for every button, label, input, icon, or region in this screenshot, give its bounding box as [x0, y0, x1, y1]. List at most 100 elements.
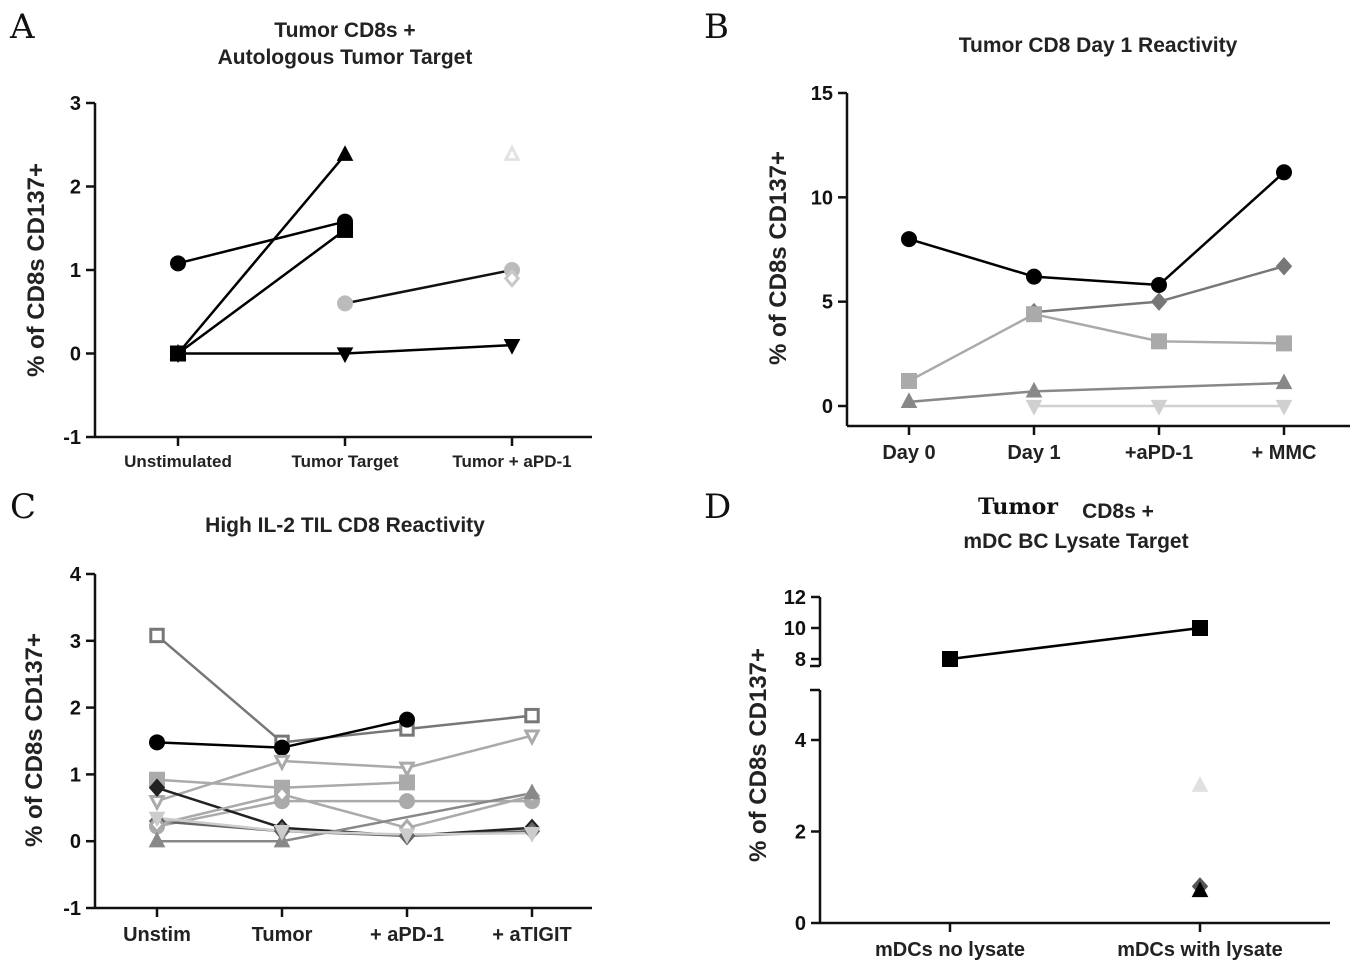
- chart-d-y-upper-tick-label-3: 12: [784, 587, 806, 609]
- chart-c-series-6-point-1: [148, 778, 166, 798]
- chart-b-axes: 0 5 10 15 Day 0 Day 1 +aPD-1 + MMC: [811, 83, 1350, 464]
- chart-c-series-3-point-2: [273, 754, 291, 772]
- chart-d-y-lower-tick-label-3: 4: [795, 730, 807, 752]
- chart-b-series-3-point-3: [1151, 333, 1167, 350]
- chart-c-title: High IL-2 TIL CD8 Reactivity: [205, 514, 485, 537]
- chart-c-y-tick-label-3: 1: [70, 764, 81, 786]
- chart-a-series-6-point-3: [503, 268, 521, 288]
- chart-b-series-2-point-3: [1150, 292, 1168, 311]
- panel-letter-c: C: [10, 487, 36, 527]
- chart-c-series-8-point-2: [273, 784, 291, 804]
- chart-c-y-tick-label-5: 3: [70, 631, 81, 653]
- chart-d-plot-area: [942, 620, 1209, 898]
- chart-c-y-tick-label-6: 4: [70, 564, 82, 586]
- chart-a-series-3-line: [177, 228, 346, 355]
- chart-a-title-line-1: Tumor CD8s +: [274, 19, 415, 42]
- chart-c-series-3-point-3: [398, 761, 416, 779]
- chart-b-series-2-point-4: [1275, 256, 1293, 276]
- chart-c-series-1-point-4: [524, 707, 540, 724]
- chart-a-series-2-line: [177, 153, 346, 355]
- chart-b-series-3-point-1: [901, 372, 917, 389]
- chart-d-y-lower-tick-label-2: 2: [795, 822, 806, 844]
- chart-b-series-1-point-2: [1026, 268, 1042, 285]
- chart-b-series-3-point-4: [1276, 335, 1292, 352]
- chart-a-title-line-2: Autologous Tumor Target: [218, 46, 473, 69]
- chart-panel-b: Tumor CD8 Day 1 Reactivity % of CD8s CD1…: [765, 34, 1350, 464]
- chart-a-series-3-point-2: [337, 221, 353, 238]
- chart-b-series-1-point-1: [901, 231, 917, 248]
- chart-b-y-tick-label-1: 0: [822, 396, 833, 418]
- chart-b-x-tick-label-3: +aPD-1: [1125, 442, 1193, 464]
- chart-d-series-4-point-2: [1191, 881, 1209, 898]
- chart-d-axes: 8 10 12 0 2 4 mDCs no lysate mDCs with lysate: [784, 587, 1330, 961]
- chart-a-series-7-point-3: [503, 144, 521, 161]
- chart-b-title: Tumor CD8 Day 1 Reactivity: [959, 34, 1238, 57]
- chart-a-series-4-point-2: [336, 347, 354, 364]
- chart-c-series-8-line: [156, 793, 533, 830]
- chart-c-x-tick-label-1: Unstim: [123, 924, 191, 946]
- chart-a-y-tick-label-4: 2: [70, 177, 81, 199]
- chart-c-x-tick-label-3: + aPD-1: [370, 924, 444, 946]
- chart-c-series-5-line: [156, 799, 532, 828]
- chart-b-series-1-line: [908, 171, 1285, 287]
- chart-a-y-tick-label-5: 3: [70, 93, 81, 115]
- chart-c-x-tick-label-2: Tumor: [252, 924, 313, 946]
- panel-letter-b: B: [704, 7, 729, 47]
- chart-a-x-tick-label-1: Unstimulated: [124, 452, 232, 471]
- chart-c-series-10-line: [156, 816, 533, 836]
- chart-panel-c: High IL-2 TIL CD8 Reactivity % of CD8s C…: [21, 514, 592, 946]
- chart-c-series-10-point-2: [273, 825, 291, 841]
- panel-letter-d: D: [704, 487, 731, 527]
- chart-a-series-5-point-2: [337, 295, 353, 312]
- chart-c-series-9-point-4: [523, 783, 541, 800]
- chart-c-x-tick-label-4: + aTIGIT: [492, 924, 571, 946]
- chart-c-series-9-point-1: [148, 831, 166, 848]
- chart-c-y-tick-label-1: -1: [63, 898, 81, 920]
- chart-d-series-1-line: [949, 626, 1201, 661]
- chart-c-series-3-point-4: [523, 729, 541, 747]
- chart-a-y-tick-label-3: 1: [70, 260, 81, 282]
- chart-a-plot-area: [169, 144, 521, 364]
- chart-d-title-line-2: mDC BC Lysate Target: [963, 530, 1188, 553]
- chart-a-y-axis-label: % of CD8s CD137+: [23, 163, 50, 377]
- chart-d-y-axis-label: % of CD8s CD137+: [745, 648, 772, 862]
- chart-c-series-5-point-3: [399, 793, 415, 810]
- chart-b-series-4-point-4: [1275, 373, 1293, 390]
- chart-b-y-axis-label: % of CD8s CD137+: [765, 151, 792, 365]
- chart-b-series-1-point-4: [1276, 164, 1292, 181]
- chart-c-series-2-point-1: [149, 734, 165, 751]
- chart-c-series-2-point-3: [399, 711, 415, 728]
- chart-b-plot-area: [900, 164, 1293, 416]
- chart-c-series-1-point-1: [149, 627, 165, 644]
- chart-c-series-2-point-2: [274, 739, 290, 756]
- chart-a-x-tick-label-2: Tumor Target: [291, 452, 398, 471]
- chart-d-title-line-1a: Tumor: [978, 494, 1058, 520]
- chart-panel-a: Tumor CD8s + Autologous Tumor Target % o…: [23, 19, 592, 471]
- chart-b-series-3-line: [908, 312, 1285, 383]
- chart-c-y-axis-label: % of CD8s CD137+: [21, 633, 48, 847]
- chart-b-series-4-line: [908, 381, 1285, 404]
- chart-b-y-tick-label-3: 10: [811, 187, 833, 209]
- chart-b-series-1-point-3: [1151, 276, 1167, 293]
- chart-c-series-3-point-1: [148, 794, 166, 812]
- chart-d-series-1-point-1: [942, 651, 958, 667]
- chart-b-y-tick-label-2: 5: [822, 292, 833, 314]
- chart-c-plot-area: [148, 627, 541, 848]
- chart-a-x-tick-label-3: Tumor + aPD-1: [452, 452, 571, 471]
- chart-c-series-10-point-4: [523, 827, 541, 843]
- chart-d-y-upper-tick-label-2: 10: [784, 618, 806, 640]
- chart-b-series-5-point-3: [1150, 399, 1168, 416]
- chart-b-x-tick-label-4: + MMC: [1252, 442, 1317, 464]
- chart-b-series-5-point-4: [1275, 399, 1293, 416]
- chart-a-series-4-point-3: [503, 339, 521, 355]
- chart-b-x-tick-label-2: Day 1: [1007, 442, 1060, 464]
- chart-d-y-lower-tick-label-1: 0: [795, 913, 806, 935]
- panel-letter-a: A: [9, 7, 35, 47]
- chart-b-x-tick-label-1: Day 0: [882, 442, 935, 464]
- chart-panel-d: Tumor CD8s + mDC BC Lysate Target % of C…: [745, 494, 1330, 961]
- chart-b-series-4-point-2: [1025, 381, 1043, 398]
- chart-a-y-tick-label-1: -1: [63, 427, 81, 449]
- chart-d-series-1-point-2: [1192, 620, 1208, 636]
- chart-b-series-4-point-1: [900, 392, 918, 408]
